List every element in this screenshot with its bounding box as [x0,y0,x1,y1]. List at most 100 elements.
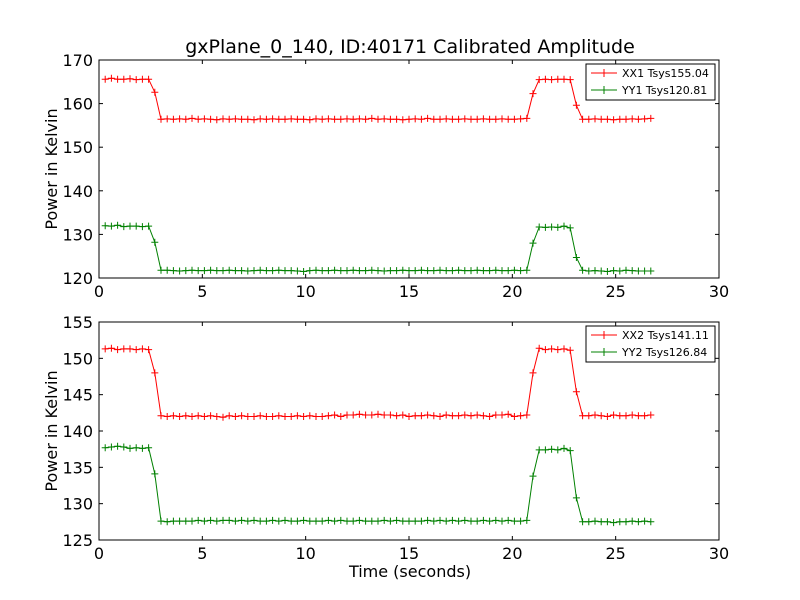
data-point [634,412,642,420]
data-point [572,388,580,396]
data-point [182,412,190,420]
data-point [238,267,246,275]
data-point [238,412,246,420]
data-point [318,267,326,275]
legend: XX1 Tsys155.04 YY1 Tsys120.81 [585,63,716,101]
data-point [256,115,264,123]
data-point [126,222,134,230]
data-point [448,412,456,420]
data-point [535,76,543,84]
data-point [349,411,357,419]
data-point [529,239,537,247]
y-tick-label: 125 [62,531,93,550]
data-point [566,224,574,232]
y-axis-label: Power in Kelvin [42,108,61,229]
legend-label-xx1: XX1 Tsys155.04 [622,67,709,80]
series-layer [101,344,655,527]
data-point [151,470,159,478]
data-point [579,266,587,274]
data-point [517,115,525,123]
data-point [114,442,122,450]
data-point [510,413,518,420]
data-point [355,516,363,524]
legend-label-yy2: YY2 Tsys126.84 [621,346,707,359]
data-point [269,413,277,420]
data-point [176,517,184,525]
y-axis-label: Power in Kelvin [42,370,61,491]
data-point [405,413,413,420]
x-tick-label: 25 [605,544,625,563]
data-point [566,346,574,354]
data-point [231,115,239,123]
data-point [219,516,227,524]
data-point [634,115,642,123]
data-point [610,116,618,124]
data-point [628,411,636,419]
data-point [641,115,649,123]
data-point [566,447,574,455]
data-point [436,266,444,274]
legend-marker-yy2 [600,348,608,356]
data-point [337,115,345,123]
data-point [492,115,500,123]
data-point [324,516,332,524]
data-point [207,115,215,123]
data-point [473,411,481,419]
data-point [504,410,512,418]
data-point [504,267,512,275]
ticks-layer: 0 5 10 15 20 25 30 125 130 135 140 145 150 155 [62,313,729,563]
data-point [603,115,611,123]
data-point [275,115,283,123]
data-point [163,518,171,526]
data-point [107,344,115,352]
x-tick-label: 25 [605,282,625,301]
data-point [275,517,283,525]
data-point [610,267,618,275]
data-point [287,413,295,420]
data-point [182,267,190,275]
data-point [455,412,463,420]
data-point [411,412,419,420]
data-point [337,413,345,420]
data-point [293,412,301,420]
legend-marker-xx2 [600,331,608,339]
data-point [393,412,401,420]
data-point [610,411,618,419]
legend-entry: XX2 Tsys141.11 [591,329,709,342]
data-point [262,413,270,420]
data-point [225,412,233,420]
data-point [523,266,531,274]
data-point [157,517,165,525]
data-point [504,115,512,123]
data-point [585,267,593,275]
data-point [312,266,320,274]
data-point [374,410,382,418]
data-point [169,412,177,420]
data-point [579,518,587,526]
data-point [126,345,134,353]
data-point [368,517,376,525]
data-point [132,76,140,84]
data-point [362,411,370,419]
data-point [541,223,549,231]
data-point [368,114,376,122]
data-point [616,267,624,275]
data-point [157,266,165,274]
data-point [628,115,636,123]
data-point [572,101,580,109]
data-point [541,346,549,354]
x-axis-label: Time (seconds) [348,562,471,581]
data-point [591,411,599,419]
data-point [244,413,252,420]
data-point [207,266,215,274]
data-point [386,411,394,419]
data-point [560,444,568,452]
data-point [120,75,128,83]
data-point [126,75,134,83]
data-point [467,267,475,275]
legend-marker-yy1 [600,86,608,94]
data-point [436,115,444,123]
data-point [455,115,463,123]
data-point [603,268,611,275]
data-point [331,411,339,419]
